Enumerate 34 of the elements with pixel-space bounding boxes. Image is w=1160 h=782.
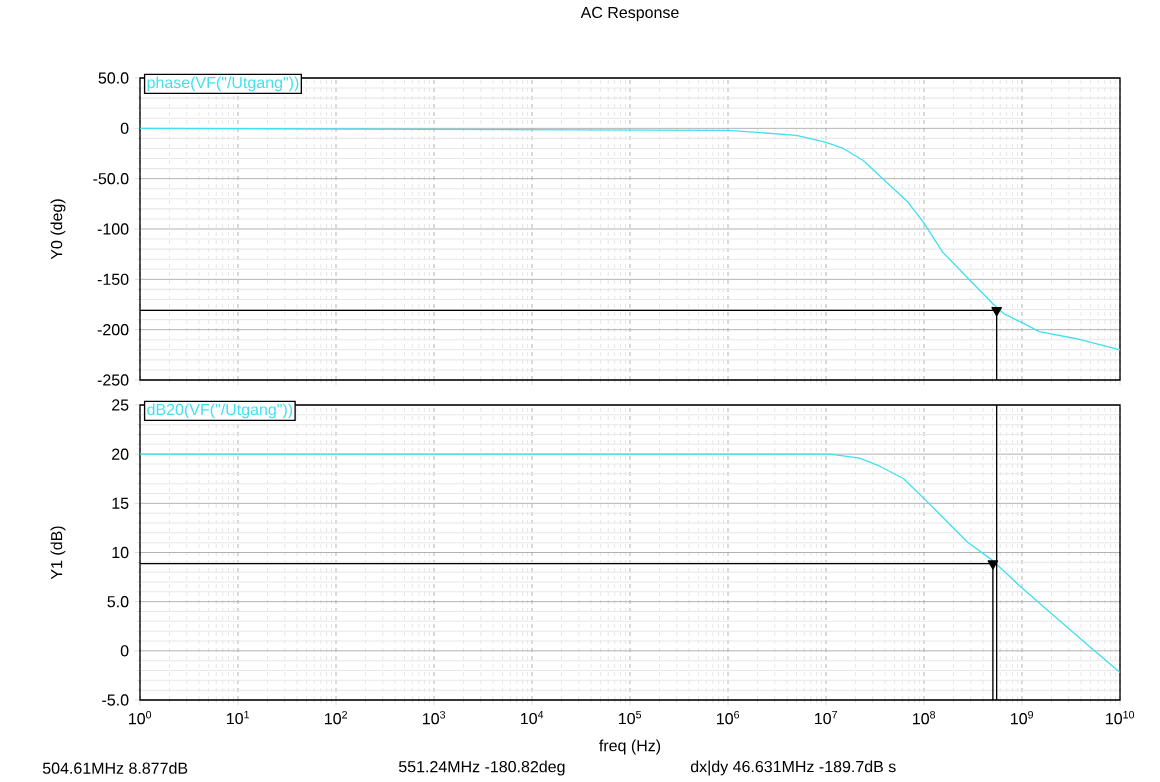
- y-tick-label: 0: [120, 122, 129, 134]
- text: 551.24MHz -180.82deg: [398, 760, 565, 776]
- y-axis-title: Y1 (dB): [50, 526, 66, 580]
- y-tick-label: -150: [97, 273, 129, 285]
- y-tick-label: -100: [97, 223, 129, 235]
- text: 504.61MHz 8.877dB: [42, 762, 188, 774]
- y-tick-label: 25: [112, 399, 129, 411]
- text: phase(VF("/Utgang")): [147, 76, 299, 92]
- x-tick-label: 10$^{1}$: [227, 710, 250, 725]
- x-axis-title: freq (Hz): [599, 739, 661, 755]
- y-tick-label: -50.0: [93, 173, 129, 185]
- x-tick-label: 10$^{9}$: [1011, 710, 1034, 725]
- text: dB20(VF("/Utgang")): [147, 403, 293, 419]
- x-tick-label: 10$^{10}$: [1106, 710, 1135, 725]
- text: dx|dy 46.631MHz -189.7dB s: [690, 760, 896, 776]
- y-axis-title: Y0 (deg): [50, 199, 66, 260]
- y-tick-label: -5.0: [102, 694, 129, 706]
- y-tick-label: 10: [112, 546, 129, 559]
- x-tick-label: 10$^{7}$: [815, 710, 837, 725]
- y-tick-label: 5.0: [107, 596, 129, 608]
- y-tick-label: -200: [97, 324, 129, 336]
- x-tick-label: 10$^{5}$: [619, 710, 642, 725]
- y-tick-label: -250: [97, 374, 129, 386]
- y-tick-label: 20: [112, 448, 129, 460]
- y-tick-label: 15: [112, 497, 129, 509]
- x-tick-label: 10$^{6}$: [717, 710, 740, 725]
- x-tick-label: 10$^{2}$: [325, 710, 347, 725]
- x-tick-label: 10$^{3}$: [423, 710, 446, 725]
- x-tick-label: 10$^{4}$: [521, 710, 544, 725]
- chart-title: AC Response: [580, 6, 679, 22]
- x-tick-label: 10$^{8}$: [913, 710, 936, 725]
- y-tick-label: 50.0: [98, 72, 129, 84]
- y-tick-label: 0: [120, 645, 129, 657]
- x-tick-label: 10$^{0}$: [129, 710, 152, 725]
